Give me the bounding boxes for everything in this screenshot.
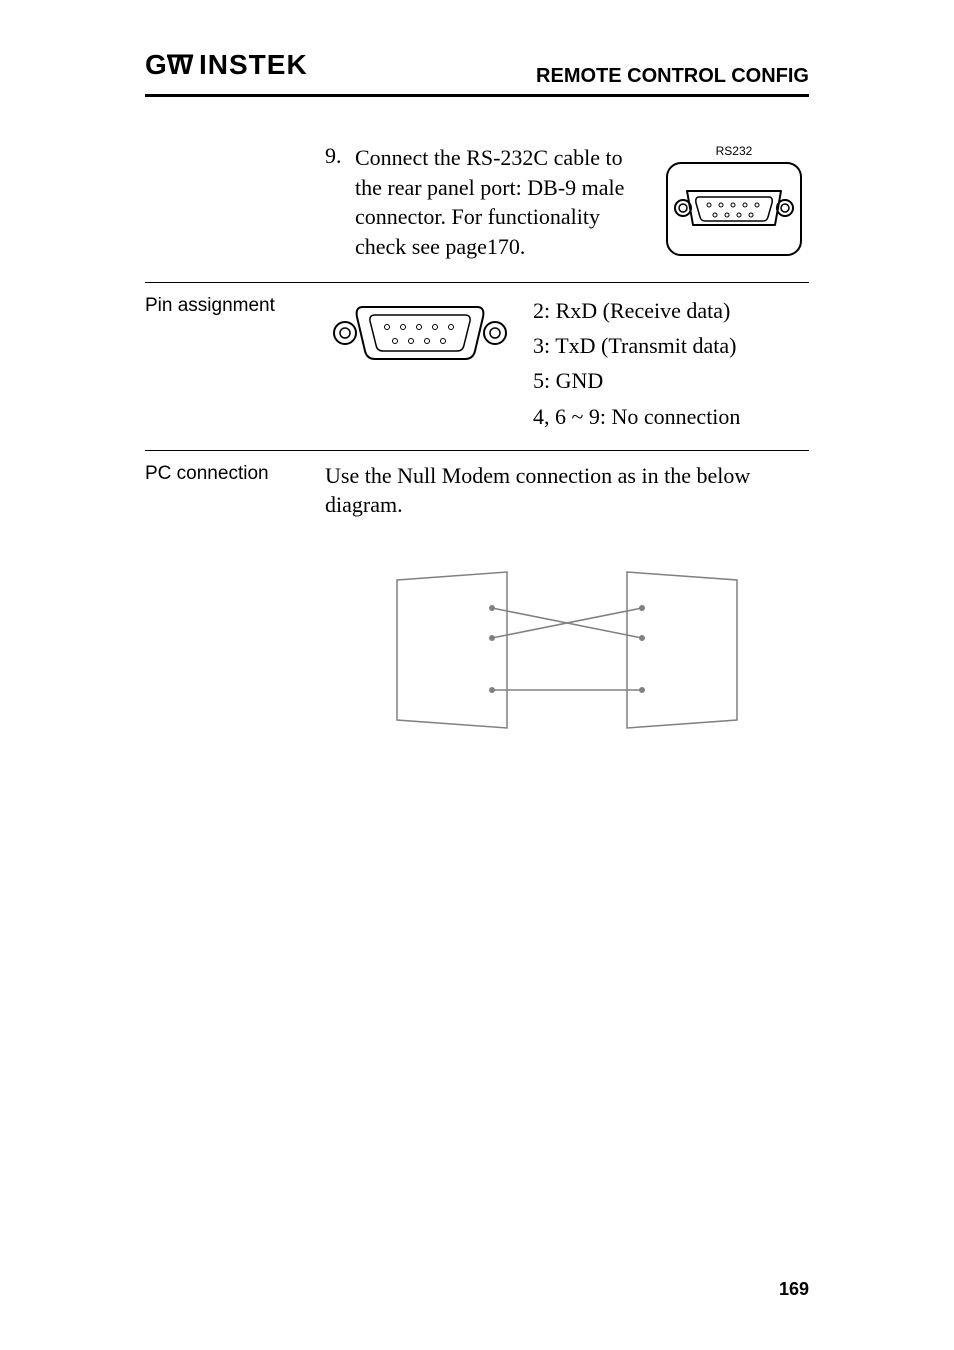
pin-line-3: 5: GND: [533, 363, 740, 398]
rs232-port-diagram: RS232: [659, 143, 809, 266]
page-header: G W INSTEK REMOTE CONTROL CONFIG: [145, 50, 809, 97]
step-9-section: 9. Connect the RS-232C cable to the rear…: [145, 133, 809, 283]
svg-text:G: G: [145, 50, 168, 80]
page-number: 169: [779, 1279, 809, 1300]
logo-svg: G W INSTEK: [145, 50, 315, 80]
step-9-body: Connect the RS-232C cable to the rear pa…: [355, 143, 637, 262]
pin-list: 2: RxD (Receive data) 3: TxD (Transmit d…: [533, 293, 740, 434]
step-9-left: [145, 143, 325, 145]
page: G W INSTEK REMOTE CONTROL CONFIG 9. Conn…: [0, 0, 954, 1350]
step-9-number: 9.: [325, 143, 347, 262]
pin-line-4: 4, 6 ~ 9: No connection: [533, 399, 740, 434]
null-modem-diagram: [325, 560, 809, 740]
pin-assignment-heading: Pin assignment: [145, 293, 325, 317]
pc-connection-text: Use the Null Modem connection as in the …: [325, 461, 809, 520]
pc-connection-heading: PC connection: [145, 461, 325, 485]
pin-line-2: 3: TxD (Transmit data): [533, 328, 740, 363]
pin-assignment-section: Pin assignment: [145, 283, 809, 451]
pc-connection-section: PC connection Use the Null Modem connect…: [145, 451, 809, 756]
header-title: REMOTE CONTROL CONFIG: [536, 65, 809, 88]
step-9-right: 9. Connect the RS-232C cable to the rear…: [325, 143, 809, 266]
rs232-label: RS232: [716, 144, 753, 158]
pin-line-1: 2: RxD (Receive data): [533, 293, 740, 328]
logo: G W INSTEK: [145, 50, 315, 88]
db9-connector-diagram: [325, 293, 515, 378]
svg-text:INSTEK: INSTEK: [199, 50, 308, 80]
